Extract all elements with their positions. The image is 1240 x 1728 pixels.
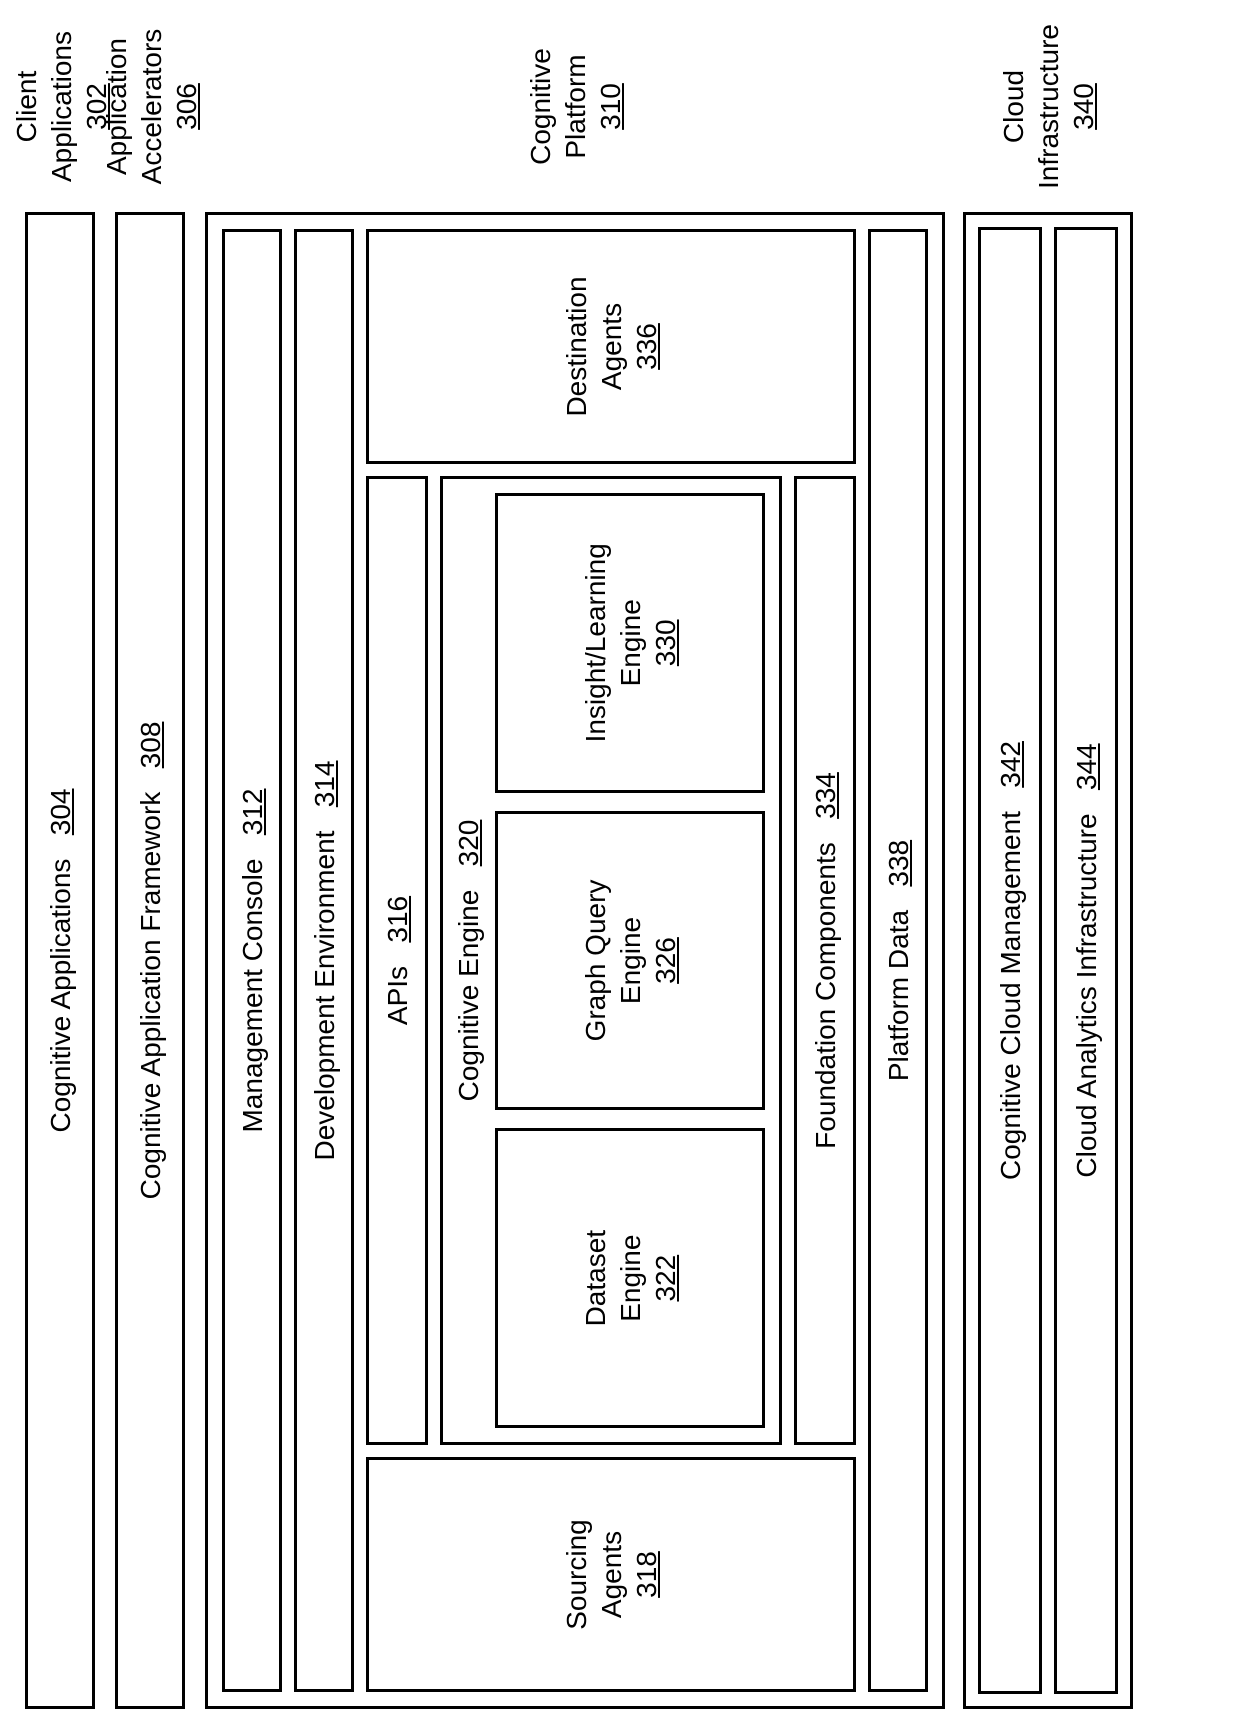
- label: Destination Agents: [559, 276, 629, 416]
- ref: 318: [631, 1551, 662, 1598]
- block-cognitive-engine: Cognitive Engine 320 Dataset Engine 322: [440, 476, 782, 1445]
- label: Platform Data: [883, 910, 914, 1081]
- engine-subblocks: Dataset Engine 322 Graph Query Engine 32…: [495, 493, 765, 1428]
- ref: 326: [650, 937, 681, 984]
- label: Cognitive Applications: [45, 859, 76, 1133]
- ref: 316: [382, 896, 413, 943]
- diagram-stage: Cognitive Applications 304 Client Applic…: [25, 19, 1215, 1709]
- block-development-environment: Development Environment 314: [294, 229, 354, 1692]
- section-label-client-apps: Client Applications 302: [25, 19, 97, 194]
- label: APIs: [382, 966, 413, 1025]
- block-dataset-engine: Dataset Engine 322: [495, 1128, 765, 1428]
- figure-caption: Figure 3: [1230, 19, 1240, 1709]
- block-cloud-analytics-infrastructure: Cloud Analytics Infrastructure 344: [1054, 227, 1118, 1694]
- block-destination-agents: Destination Agents 336: [366, 229, 856, 464]
- ref: 322: [650, 1255, 681, 1302]
- section-client-applications: Cognitive Applications 304 Client Applic…: [25, 19, 97, 1709]
- block-insight-learning-engine: Insight/Learning Engine 330: [495, 493, 765, 793]
- platform-center-column: APIs 316 Cognitive Engine 320: [366, 476, 856, 1445]
- cloud-infra-body: Cognitive Cloud Management 342 Cloud Ana…: [963, 212, 1133, 1709]
- cognitive-platform-body: Management Console 312 Development Envir…: [205, 212, 945, 1709]
- label: Dataset Engine: [578, 1230, 648, 1327]
- ref: 314: [309, 761, 340, 808]
- ref: 340: [1066, 83, 1101, 130]
- block-cognitive-app-framework: Cognitive Application Framework 308: [115, 212, 185, 1709]
- block-cognitive-applications: Cognitive Applications 304: [25, 212, 95, 1709]
- block-cognitive-cloud-management: Cognitive Cloud Management 342: [978, 227, 1042, 1694]
- label: Management Console: [237, 859, 268, 1133]
- section-cognitive-platform: Management Console 312 Development Envir…: [205, 19, 945, 1709]
- label: Cognitive Engine: [453, 890, 484, 1102]
- ref: 338: [883, 840, 914, 887]
- ref: 308: [135, 722, 166, 769]
- label: Cloud Analytics Infrastructure: [1071, 813, 1102, 1177]
- label: Insight/Learning Engine: [578, 543, 648, 742]
- engine-title: Cognitive Engine 320: [453, 493, 485, 1428]
- ref: 312: [237, 789, 268, 836]
- section-cloud-infrastructure: Cognitive Cloud Management 342 Cloud Ana…: [963, 19, 1133, 1709]
- label: Cognitive Application Framework: [135, 792, 166, 1200]
- label: Development Environment: [309, 831, 340, 1161]
- section-label-cognitive-platform: Cognitive Platform 310: [205, 19, 945, 194]
- block-apis: APIs 316: [366, 476, 428, 1445]
- section-label-accelerators: Application Accelerators 306: [115, 19, 187, 194]
- label: Foundation Components: [810, 842, 841, 1149]
- ref: 344: [1071, 743, 1102, 790]
- platform-middle-row: Sourcing Agents 318 APIs 316 Cognitive E…: [366, 229, 856, 1692]
- ref: 336: [631, 323, 662, 370]
- label: Client Applications: [9, 31, 79, 182]
- block-platform-data: Platform Data 338: [868, 229, 928, 1692]
- block-sourcing-agents: Sourcing Agents 318: [366, 1457, 856, 1692]
- label: Application Accelerators: [99, 29, 169, 185]
- label: Cognitive Platform: [523, 48, 593, 165]
- block-foundation-components: Foundation Components 334: [794, 476, 856, 1445]
- ref: 320: [453, 820, 484, 867]
- ref: 334: [810, 772, 841, 819]
- block-management-console: Management Console 312: [222, 229, 282, 1692]
- ref: 306: [169, 83, 204, 130]
- label: Graph Query Engine: [578, 880, 648, 1042]
- label: Cloud Infrastructure: [996, 24, 1066, 189]
- section-application-accelerators: Cognitive Application Framework 308 Appl…: [115, 19, 187, 1709]
- ref: 330: [650, 619, 681, 666]
- ref: 304: [45, 789, 76, 836]
- block-graph-query-engine: Graph Query Engine 326: [495, 811, 765, 1111]
- ref: 342: [995, 741, 1026, 788]
- label: Cognitive Cloud Management: [995, 811, 1026, 1180]
- label: Sourcing Agents: [559, 1519, 629, 1630]
- ref: 310: [593, 83, 628, 130]
- section-label-cloud-infra: Cloud Infrastructure 340: [963, 19, 1133, 194]
